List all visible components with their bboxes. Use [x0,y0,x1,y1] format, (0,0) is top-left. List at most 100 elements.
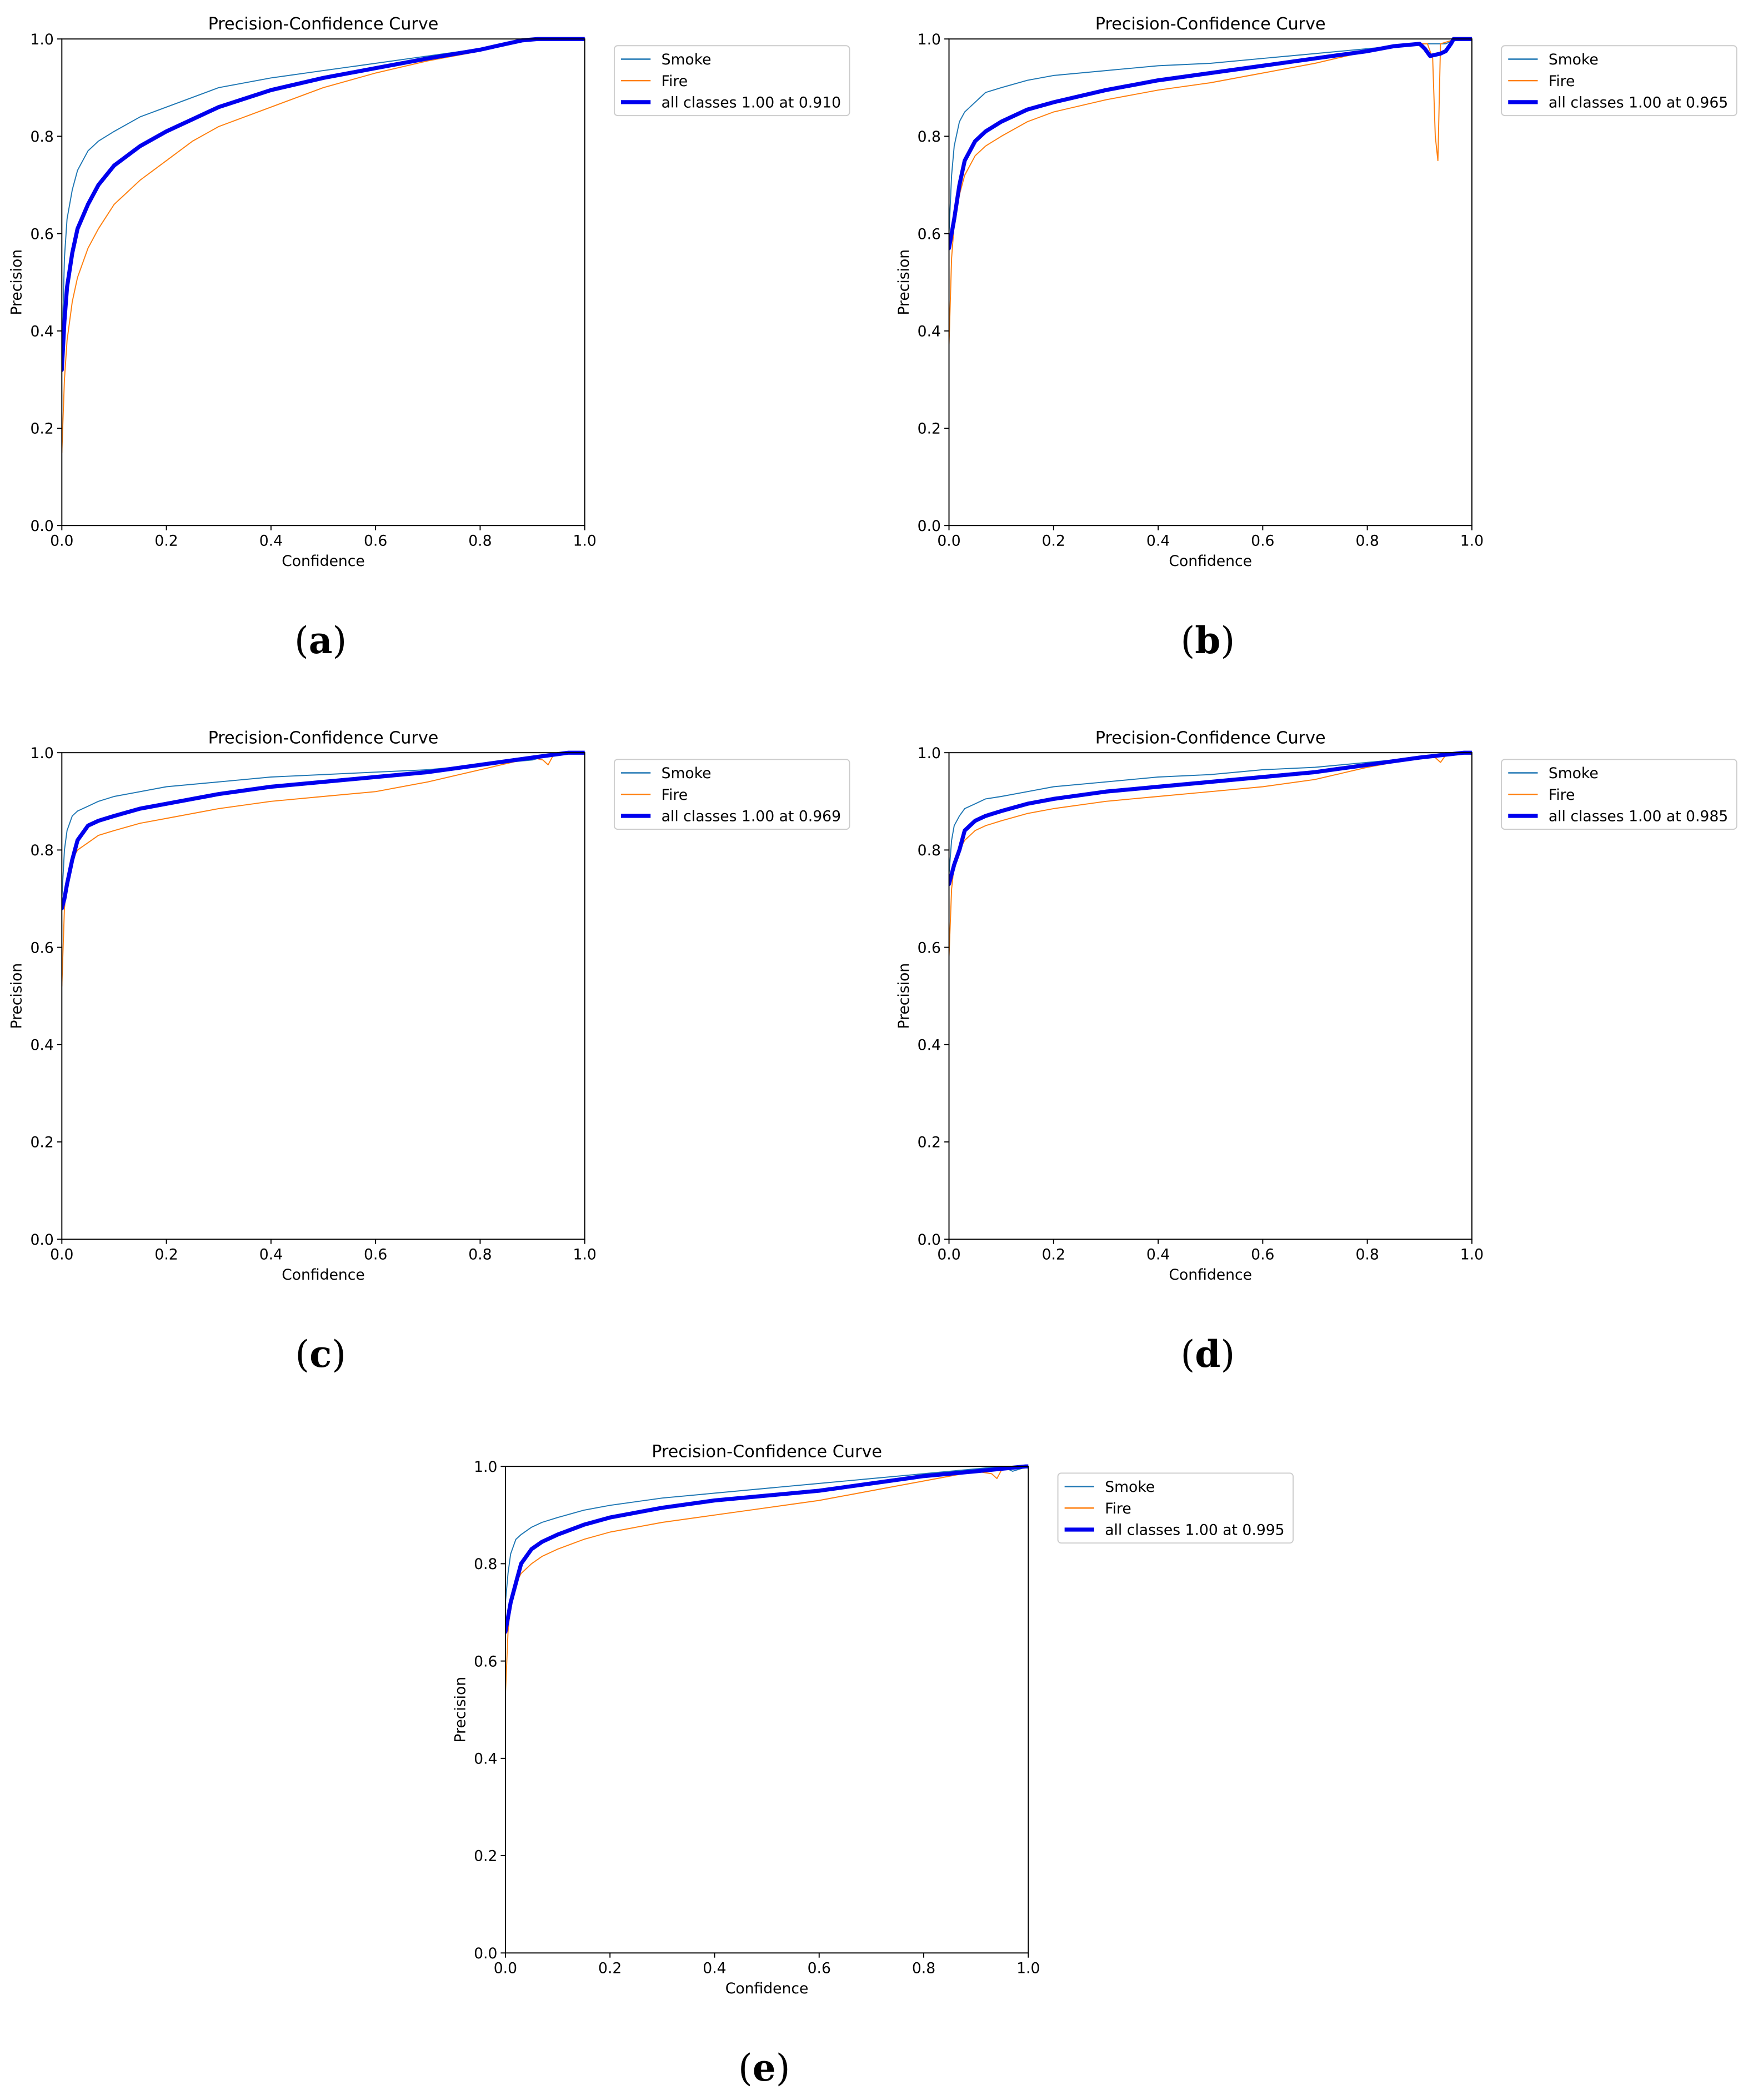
y-tick-label: 0.4 [30,1037,53,1054]
legend-entry: Smoke [662,765,712,782]
y-tick-label: 1.0 [30,745,53,762]
x-axis-label: Confidence [725,1980,809,1997]
legend-box [1057,1472,1294,1544]
x-tick-label: 0.6 [364,1246,387,1264]
x-tick-label: 0.8 [1355,1246,1379,1264]
x-axis-label: Confidence [1169,553,1252,570]
x-tick-label: 0.6 [808,1960,831,1977]
series-line-all [949,750,1472,886]
y-tick-label: 0.0 [474,1945,497,1962]
x-tick-label: 1.0 [1016,1960,1040,1977]
y-tick-label: 1.0 [30,31,53,48]
legend-entry: Fire [662,786,688,804]
legend-entry: all classes 1.00 at 0.969 [662,808,841,825]
y-axis-label: Precision [895,249,913,315]
x-tick-label: 0.4 [259,1246,283,1264]
y-tick-label: 0.2 [30,420,53,438]
chart-title: Precision-Confidence Curve [1095,14,1326,34]
y-tick-label: 0.6 [30,225,53,243]
caption-close-paren: ) [1220,619,1235,662]
series-line-fire [505,1466,1029,1696]
x-axis-label: Confidence [282,553,365,570]
chart-panel-b: Precision-Confidence Curve 0.0 0.2 0.4 0.6 0.… [895,14,1737,662]
panel-caption: (c) [295,1332,346,1376]
caption-letter: c [309,1332,332,1376]
legend-box [1501,759,1737,830]
caption-letter: d [1195,1332,1220,1376]
axes-frame [948,752,1472,1240]
chart-panel-a: Precision-Confidence Curve 0.0 0.2 0.4 0.6 0.… [8,14,850,662]
x-tick-label: 0.4 [1146,533,1170,550]
x-axis-label: Confidence [282,1266,365,1284]
x-tick-label: 0.2 [598,1960,622,1977]
x-tick-label: 0.2 [154,1246,178,1264]
x-tick-label: 1.0 [1460,533,1484,550]
y-tick-label: 0.8 [918,842,941,859]
y-tick-label: 0.6 [918,225,941,243]
x-tick-label: 0.0 [494,1960,517,1977]
x-axis-label: Confidence [1169,1266,1252,1284]
y-axis-label: Precision [452,1677,469,1743]
y-tick-label: 0.2 [474,1848,497,1865]
x-tick-label: 0.2 [1042,533,1065,550]
x-tick-label: 0.0 [50,533,73,550]
legend-entry: Fire [1549,786,1575,804]
panel-caption: (a) [294,619,347,662]
caption-close-paren: ) [1220,1333,1235,1376]
chart-title: Precision-Confidence Curve [1095,728,1326,748]
x-tick-label: 0.4 [703,1960,726,1977]
x-tick-label: 1.0 [573,1246,597,1264]
x-tick-label: 0.8 [1355,533,1379,550]
panel-caption: (e) [738,2046,790,2089]
y-tick-label: 1.0 [918,31,941,48]
legend-entry: all classes 1.00 at 0.965 [1549,94,1728,112]
legend-entry: Smoke [1105,1478,1155,1496]
legend-entry: Fire [1105,1500,1131,1517]
y-tick-label: 0.4 [918,323,941,340]
x-tick-label: 0.6 [364,533,387,550]
series-line-smoke [949,752,1472,875]
axes-frame [948,38,1472,527]
series-line-smoke [62,752,585,899]
chart-panel-c: Precision-Confidence Curve 0.0 0.2 0.4 0.6 0.… [8,728,850,1376]
caption-open-paren: ( [1181,1333,1195,1376]
y-tick-label: 0.2 [30,1134,53,1151]
y-tick-label: 0.6 [918,939,941,956]
legend-entry: Fire [662,73,688,90]
legend-entry: Fire [1549,73,1575,90]
y-axis-label: Precision [895,963,913,1029]
chart-title: Precision-Confidence Curve [208,728,439,748]
chart-title: Precision-Confidence Curve [652,1442,882,1461]
legend-box [613,759,850,830]
caption-letter: e [753,2046,776,2089]
y-tick-label: 0.8 [30,842,53,859]
series-line-all [949,37,1472,250]
x-tick-label: 1.0 [573,533,597,550]
chart-panel-d: Precision-Confidence Curve 0.0 0.2 0.4 0.6 0.… [895,728,1737,1376]
series-line-all [505,1464,1029,1634]
y-tick-label: 0.8 [474,1556,497,1573]
caption-letter: b [1195,619,1220,662]
y-tick-label: 0.6 [474,1653,497,1670]
caption-open-paren: ( [738,2047,753,2089]
y-tick-label: 0.0 [918,1231,941,1249]
x-tick-label: 0.8 [912,1960,935,1977]
x-tick-label: 0.0 [937,533,960,550]
axes-frame [504,1466,1029,1954]
series-line-all [62,37,585,372]
series-line-fire [62,38,585,453]
axes-frame [61,752,585,1240]
y-tick-label: 0.0 [30,1231,53,1249]
x-tick-label: 0.2 [1042,1246,1065,1264]
x-tick-label: 0.4 [1146,1246,1170,1264]
x-tick-label: 0.8 [468,1246,492,1264]
y-tick-label: 0.8 [918,128,941,146]
caption-open-paren: ( [295,1333,309,1376]
y-tick-label: 1.0 [918,745,941,762]
x-tick-label: 0.6 [1251,1246,1274,1264]
y-tick-label: 1.0 [474,1459,497,1476]
y-tick-label: 0.0 [30,518,53,535]
legend-entry: Smoke [1549,51,1599,68]
caption-open-paren: ( [294,619,309,662]
